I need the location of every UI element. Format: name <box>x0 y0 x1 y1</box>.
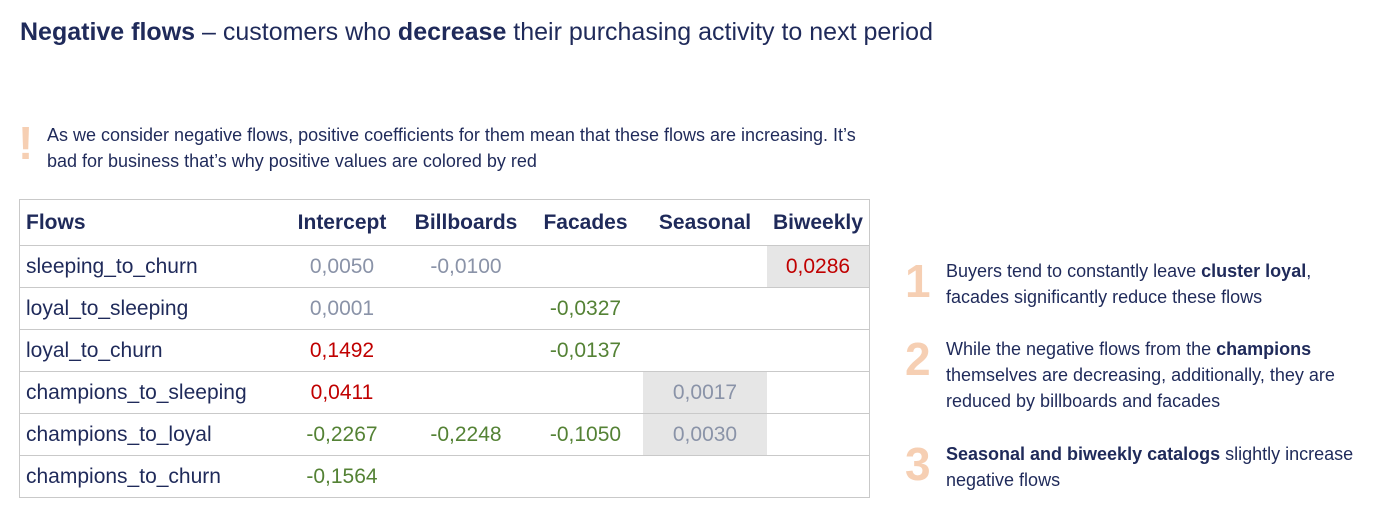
insight-text-pre: While the negative flows from the <box>946 339 1217 359</box>
seasonal-cell <box>643 455 767 498</box>
intercept-cell: 0,1492 <box>280 329 404 372</box>
exclamation-icon: ! <box>18 117 34 169</box>
biweekly-cell <box>767 329 870 372</box>
facades-cell: -0,0137 <box>528 329 643 372</box>
title-rest: their purchasing activity to next period <box>506 18 933 46</box>
biweekly-cell <box>767 455 870 498</box>
facades-cell: -0,1050 <box>528 413 643 456</box>
insight-text-post: themselves are decreasing, additionally,… <box>946 365 1335 411</box>
seasonal-cell <box>643 287 767 330</box>
title-mid: – customers who <box>195 18 398 46</box>
table-row: champions_to_loyal -0,2267 -0,2248 -0,10… <box>19 413 870 456</box>
flow-name: champions_to_loyal <box>19 413 280 456</box>
seasonal-cell <box>643 329 767 372</box>
insight-text-pre: Buyers tend to constantly leave <box>946 261 1202 281</box>
intercept-cell: 0,0001 <box>280 287 404 330</box>
seasonal-cell: 0,0017 <box>643 371 767 414</box>
insight-text-bold: cluster loyal <box>1201 261 1307 281</box>
billboards-cell <box>404 455 528 498</box>
insight-number: 1 <box>905 255 931 307</box>
table-row: loyal_to_churn 0,1492 -0,0137 <box>19 329 870 372</box>
insight-text: Seasonal and biweekly catalogs slightly … <box>946 441 1366 493</box>
insight-text: Buyers tend to constantly leave cluster … <box>946 258 1366 310</box>
flow-name: champions_to_sleeping <box>19 371 280 414</box>
billboards-cell <box>404 371 528 414</box>
table-row: champions_to_sleeping 0,0411 0,0017 <box>19 371 870 414</box>
intercept-cell: 0,0411 <box>280 371 404 414</box>
flow-name: sleeping_to_churn <box>19 245 280 288</box>
header-flows: Flows <box>19 199 280 246</box>
facades-cell: -0,0327 <box>528 287 643 330</box>
seasonal-cell: 0,0030 <box>643 413 767 456</box>
insight-text-post: slightly increase negative flows <box>946 444 1354 490</box>
intercept-cell: -0,1564 <box>280 455 404 498</box>
billboards-cell <box>404 329 528 372</box>
flow-name: loyal_to_sleeping <box>19 287 280 330</box>
header-intercept: Intercept <box>280 199 404 246</box>
insight-text-bold: champions <box>1216 339 1312 359</box>
flow-name: loyal_to_churn <box>19 329 280 372</box>
insight-number: 2 <box>905 333 931 385</box>
flow-name: champions_to_churn <box>19 455 280 498</box>
header-billboards: Billboards <box>404 199 528 246</box>
facades-cell <box>528 371 643 414</box>
title-bold-1: Negative flows <box>20 18 196 46</box>
table-row: champions_to_churn -0,1564 <box>19 455 870 498</box>
biweekly-cell <box>767 287 870 330</box>
billboards-cell: -0,0100 <box>404 245 528 288</box>
facades-cell <box>528 455 643 498</box>
table-row: loyal_to_sleeping 0,0001 -0,0327 <box>19 287 870 330</box>
billboards-cell: -0,2248 <box>404 413 528 456</box>
intercept-cell: 0,0050 <box>280 245 404 288</box>
header-facades: Facades <box>528 199 643 246</box>
insight-text-post: , facades significantly reduce these flo… <box>946 261 1312 307</box>
header-seasonal: Seasonal <box>643 199 767 246</box>
insight-number: 3 <box>905 438 931 490</box>
seasonal-cell <box>643 245 767 288</box>
intercept-cell: -0,2267 <box>280 413 404 456</box>
page-title: Negative flows – customers who decrease … <box>20 18 933 47</box>
title-bold-2: decrease <box>397 18 507 46</box>
facades-cell <box>528 245 643 288</box>
insight-text-bold: Seasonal and biweekly catalogs <box>946 444 1221 464</box>
note-text: As we consider negative flows, positive … <box>47 125 856 171</box>
biweekly-cell: 0,0286 <box>767 245 870 288</box>
biweekly-cell <box>767 371 870 414</box>
billboards-cell <box>404 287 528 330</box>
biweekly-cell <box>767 413 870 456</box>
table-row: sleeping_to_churn 0,0050 -0,0100 0,0286 <box>19 245 870 288</box>
coefficients-table: Flows Intercept Billboards Facades Seaso… <box>19 199 870 498</box>
header-biweekly: Biweekly <box>767 199 870 246</box>
insight-text: While the negative flows from the champi… <box>946 336 1366 414</box>
table-header-row: Flows Intercept Billboards Facades Seaso… <box>19 199 870 246</box>
